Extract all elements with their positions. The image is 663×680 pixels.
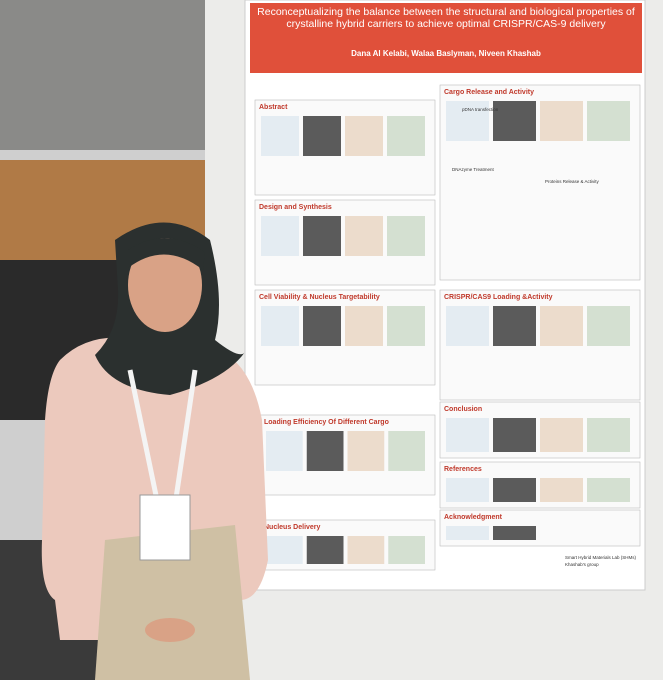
section-heading: Nucleus Delivery [264,524,321,531]
section-heading: Cell Viability & Nucleus Targetability [259,294,380,301]
figure-placeholder [388,431,425,471]
figure-placeholder [387,306,425,346]
section-heading: Abstract [259,104,288,111]
section-heading: Cargo Release and Activity [444,89,534,96]
figure-label: DNAzyme Treatment [452,167,495,172]
lab-name: Smart Hybrid Materials Lab (SHMs) [565,555,637,560]
figure-placeholder [540,478,583,502]
section-heading: Design and Synthesis [259,204,332,211]
figure-placeholder [493,418,536,452]
figure-placeholder [345,306,383,346]
title-box: Reconceptualizing the balance between th… [257,6,635,30]
figure-placeholder [446,478,489,502]
figure-placeholder [266,536,303,564]
figure-placeholder [540,418,583,452]
person [41,222,268,680]
figure-placeholder [540,306,583,346]
figure-placeholder [306,431,344,471]
title-banner [250,3,642,73]
figure-placeholder [266,431,303,471]
figure-label: Proteins Release & Activity [545,179,600,184]
authors: Dana Al Kelabi, Walaa Baslyman, Niveen K… [351,49,541,58]
section-heading: CRISPR/CAS9 Loading &Activity [444,294,553,301]
figure-placeholder [587,101,630,141]
figure-placeholder [306,536,344,564]
figure-placeholder [388,536,425,564]
figure-placeholder [387,216,425,256]
figure-placeholder [347,536,385,564]
section-heading: Loading Efficiency Of Different Cargo [264,419,389,426]
figure-placeholder [345,116,383,156]
figure-placeholder [347,431,385,471]
figure-placeholder [493,101,536,141]
figure-placeholder [303,116,341,156]
figure-placeholder [303,306,341,346]
figure-placeholder [540,101,583,141]
section-heading: Conclusion [444,406,482,413]
figure-label: pDNA transfection [462,107,499,112]
figure-placeholder [446,101,489,141]
figure-placeholder [261,116,299,156]
sections: Abstract Cargo Release and Activity Design… [254,84,641,571]
figure-placeholder [587,306,630,346]
figure-placeholder [345,216,383,256]
poster-title: Reconceptualizing the balance between th… [257,6,635,30]
figure-placeholder [493,306,536,346]
ceiling [0,0,210,150]
figure-placeholder [387,116,425,156]
figure-placeholder [446,306,489,346]
figure-placeholder [493,478,536,502]
figure-placeholder [261,306,299,346]
figure-placeholder [303,216,341,256]
section-heading: References [444,466,482,473]
figure-placeholder [446,418,489,452]
section-heading: Acknowledgment [444,514,503,521]
figure-placeholder [446,526,489,540]
figure-placeholder [587,418,630,452]
figure-placeholder [261,216,299,256]
figure-placeholder [587,478,630,502]
figure-placeholder [493,526,536,540]
group-name: Khashab's group [565,562,599,567]
